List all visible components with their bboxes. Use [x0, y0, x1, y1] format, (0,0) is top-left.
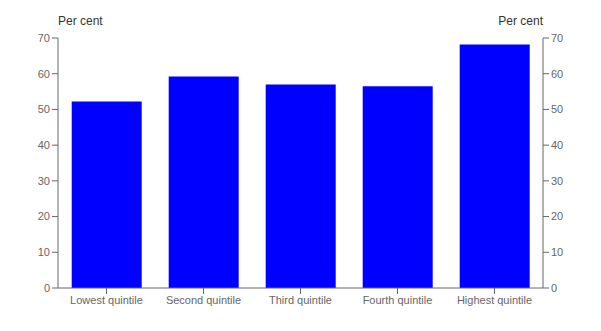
svg-text:40: 40 — [38, 139, 50, 151]
svg-text:20: 20 — [551, 210, 563, 222]
svg-text:Lowest quintile: Lowest quintile — [70, 294, 143, 306]
svg-text:30: 30 — [551, 175, 563, 187]
svg-text:Fourth quintile: Fourth quintile — [363, 294, 433, 306]
svg-text:60: 60 — [38, 68, 50, 80]
html-text:Per cent: Per cent — [498, 14, 543, 28]
svg-text:Highest quintile: Highest quintile — [457, 294, 532, 306]
svg-text:0: 0 — [44, 282, 50, 294]
svg-text:20: 20 — [38, 210, 50, 222]
html-text:Per cent: Per cent — [58, 14, 103, 28]
svg-text:50: 50 — [551, 103, 563, 115]
svg-text:0: 0 — [551, 282, 557, 294]
svg-text:50: 50 — [38, 103, 50, 115]
svg-text:70: 70 — [38, 32, 50, 44]
svg-text:Third quintile: Third quintile — [269, 294, 332, 306]
svg-text:70: 70 — [551, 32, 563, 44]
svg-text:Second quintile: Second quintile — [166, 294, 241, 306]
svg-text:30: 30 — [38, 175, 50, 187]
svg-text:40: 40 — [551, 139, 563, 151]
svg-text:10: 10 — [38, 246, 50, 258]
svg-text:60: 60 — [551, 68, 563, 80]
svg-text:10: 10 — [551, 246, 563, 258]
